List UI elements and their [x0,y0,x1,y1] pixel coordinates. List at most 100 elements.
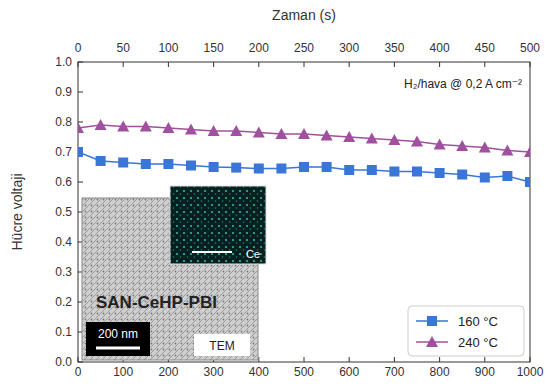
x2-tick-label: 200 [249,41,269,55]
data-point [185,124,197,135]
data-point [140,121,152,132]
x2-tick-label: 450 [475,41,495,55]
x-tick-label: 200 [158,365,178,379]
x-tick [349,357,350,362]
y-tick-label: 0.4 [55,235,72,249]
x-tick-label: 1000 [517,365,544,379]
data-point [186,161,196,171]
y-tick-label: 0.5 [55,205,72,219]
data-point [141,159,151,169]
ce-label: Ce [246,248,260,260]
y-tick-label: 0.7 [55,145,72,159]
y-tick-label: 0.0 [55,355,72,369]
tem-label-box [194,334,250,356]
x2-tick-label: 50 [117,41,131,55]
y-tick [78,92,83,93]
x-tick-label: 900 [475,365,495,379]
data-point [479,142,491,153]
legend-box [408,306,524,356]
x2-tick [304,62,305,67]
data-point [411,136,423,147]
data-point [367,165,377,175]
x2-tick-label: 150 [204,41,224,55]
data-point [231,163,241,173]
x2-tick [530,62,531,67]
x2-tick [168,62,169,67]
y-tick [78,362,83,363]
data-point [209,162,219,172]
x-tick-label: 100 [113,365,133,379]
x2-tick [123,62,124,67]
x-tick-label: 300 [204,365,224,379]
y-tick-label: 0.6 [55,175,72,189]
x-tick-label: 400 [249,365,269,379]
x-tick [304,357,305,362]
data-point [298,128,310,139]
y-tick-label: 0.9 [55,85,72,99]
data-point [96,156,106,166]
data-point [163,159,173,169]
scale-bar [96,347,140,350]
data-point [322,162,332,172]
x-tick-label: 800 [430,365,450,379]
x2-tick [258,62,259,67]
x-tick-label: 700 [384,365,404,379]
data-point [501,145,513,156]
y-tick-label: 0.1 [55,325,72,339]
y-axis-title: Hücre voltaji [9,173,25,250]
legend-label: 160 °C [458,314,498,329]
x2-tick [78,62,79,67]
data-point [456,140,468,151]
data-point [502,171,512,181]
scale-bar-label: 200 nm [98,327,138,341]
x-tick [484,357,485,362]
x2-tick [484,62,485,67]
data-point [525,177,530,187]
data-point [321,130,333,141]
data-point [434,139,446,150]
data-point [230,125,242,136]
data-point [276,164,286,174]
data-point [299,162,309,172]
legend-marker [426,336,438,347]
x2-tick-label: 350 [384,41,404,55]
data-point [343,131,355,142]
data-point [366,133,378,144]
data-point [118,158,128,168]
data-point [208,125,220,136]
data-layer [78,119,530,187]
x-tick [394,357,395,362]
data-point [254,164,264,174]
data-point [524,146,530,157]
x2-tick [349,62,350,67]
x-tick-label: 500 [294,365,314,379]
x2-tick [213,62,214,67]
series-line [78,152,530,182]
scale-bar-box [86,322,150,356]
y-tick-label: 1.0 [55,55,72,69]
data-point [117,121,129,132]
x-tick-label: 600 [339,365,359,379]
data-point [435,168,445,178]
ce-map-image [170,186,266,264]
data-point [253,127,265,138]
x2-tick-label: 250 [294,41,314,55]
plot-frame [78,62,530,362]
legend-marker [427,316,437,326]
y-tick [78,62,83,63]
data-point [388,134,400,145]
data-point [389,167,399,177]
data-point [457,170,467,180]
x2-tick [394,62,395,67]
y-tick-label: 0.2 [55,295,72,309]
ce-scale-bar [192,251,232,253]
y-tick-label: 0.8 [55,115,72,129]
x-tick [78,357,79,362]
x2-tick-label: 0 [75,41,82,55]
x2-tick-label: 100 [158,41,178,55]
x2-tick-label: 400 [430,41,450,55]
y-tick [78,122,83,123]
x2-tick-label: 300 [339,41,359,55]
x-tick-label: 0 [75,365,82,379]
x2-axis-title: Zaman (s) [272,7,336,23]
